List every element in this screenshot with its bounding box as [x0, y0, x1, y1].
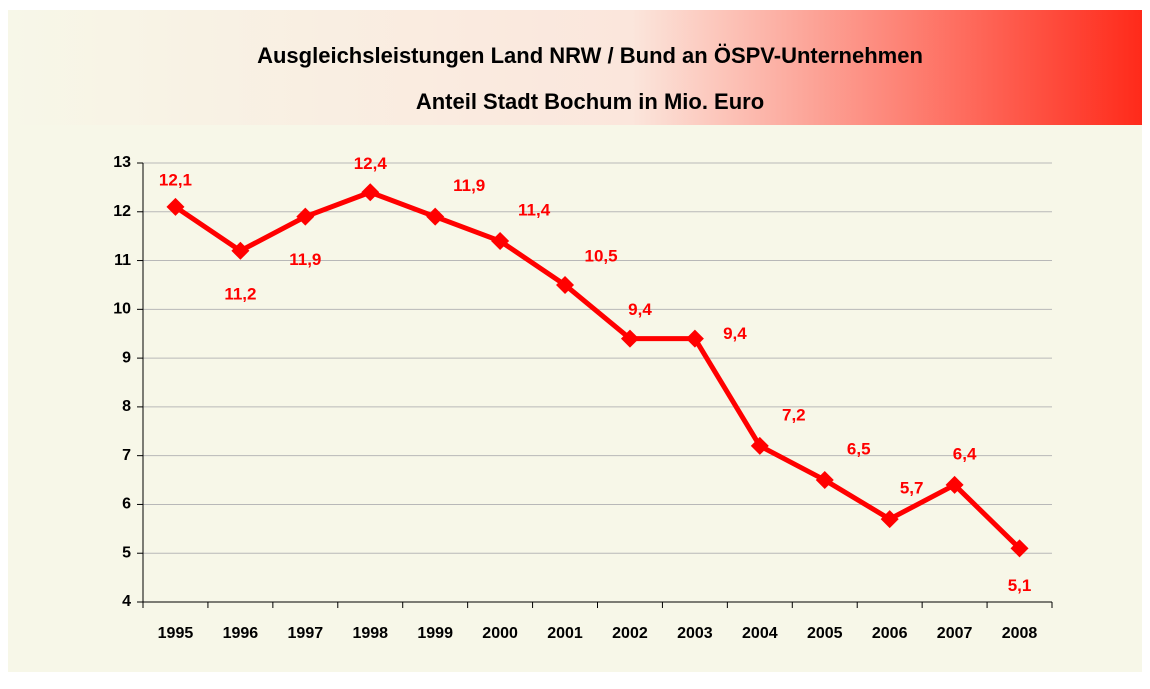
data-point — [1010, 539, 1029, 558]
data-label: 6,5 — [847, 440, 871, 459]
data-label: 12,1 — [159, 170, 192, 189]
data-label: 9,4 — [723, 324, 747, 343]
x-tick-label: 2005 — [807, 625, 843, 642]
data-point — [620, 329, 639, 348]
data-point — [750, 436, 769, 455]
data-label: 10,5 — [584, 246, 617, 265]
data-point — [945, 475, 964, 494]
x-tick-label: 2001 — [547, 625, 583, 642]
y-tick-label: 4 — [122, 593, 131, 610]
data-label: 11,2 — [224, 284, 256, 303]
x-tick-label: 1995 — [158, 625, 194, 642]
y-tick-label: 9 — [122, 349, 131, 366]
data-point — [231, 241, 250, 260]
chart-subtitle: Anteil Stadt Bochum in Mio. Euro — [416, 89, 764, 114]
y-tick-label: 6 — [122, 496, 131, 513]
y-tick-label: 12 — [113, 203, 131, 220]
data-point — [556, 275, 575, 294]
data-label: 9,4 — [628, 300, 652, 319]
data-label: 11,9 — [453, 176, 485, 195]
data-point — [296, 207, 315, 226]
chart-title: Ausgleichsleistungen Land NRW / Bund an … — [257, 43, 923, 68]
data-label: 5,7 — [900, 479, 924, 498]
x-tick-label: 1997 — [288, 625, 324, 642]
data-label: 11,9 — [289, 250, 321, 269]
data-label: 5,1 — [1008, 576, 1032, 595]
y-tick-label: 7 — [122, 447, 131, 464]
x-tick-label: 2007 — [937, 625, 973, 642]
x-tick-label: 2006 — [872, 625, 908, 642]
data-label: 12,4 — [354, 154, 388, 173]
x-tick-label: 2003 — [677, 625, 713, 642]
data-point — [361, 183, 380, 202]
data-point — [166, 197, 185, 216]
data-label: 11,4 — [518, 201, 551, 220]
x-tick-label: 2008 — [1002, 625, 1038, 642]
x-tick-label: 2000 — [482, 625, 518, 642]
x-tick-label: 1998 — [352, 625, 388, 642]
data-point — [815, 471, 834, 490]
data-line — [174, 189, 1022, 551]
data-label: 7,2 — [782, 405, 806, 424]
data-point — [880, 510, 899, 529]
y-tick-label: 11 — [114, 252, 131, 269]
x-tick-label: 1999 — [417, 625, 453, 642]
y-tick-label: 8 — [122, 398, 131, 415]
x-tick-label: 1996 — [223, 625, 259, 642]
y-tick-label: 10 — [113, 301, 131, 318]
data-point — [491, 232, 510, 251]
data-point — [426, 207, 445, 226]
title-band — [8, 10, 1142, 125]
x-tick-label: 2004 — [742, 625, 778, 642]
data-point — [685, 329, 704, 348]
data-label: 6,4 — [953, 444, 977, 463]
x-tick-label: 2002 — [612, 625, 648, 642]
y-tick-label: 5 — [122, 544, 131, 561]
y-tick-label: 13 — [113, 154, 131, 171]
